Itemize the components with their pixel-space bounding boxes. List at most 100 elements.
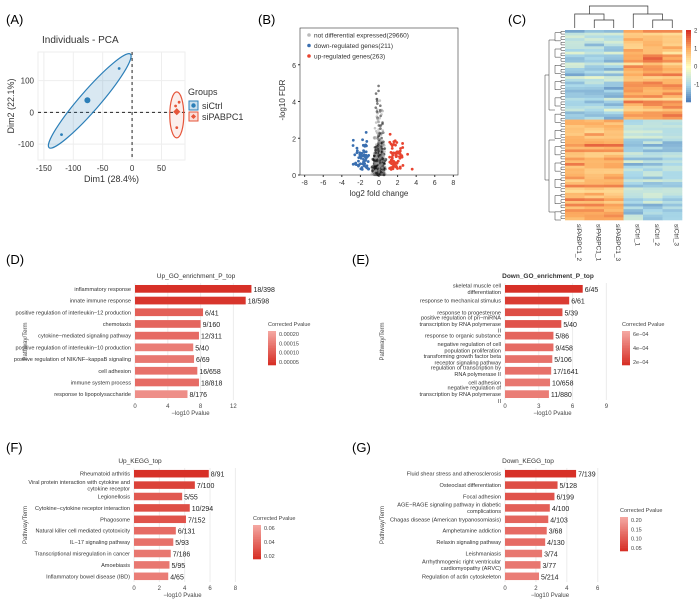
up-kegg-legend-segment <box>253 548 261 551</box>
volcano-point-ns <box>382 173 386 177</box>
heatmap-cell <box>662 119 683 123</box>
heatmap-cell <box>604 146 624 150</box>
heatmap-cell <box>643 171 663 175</box>
heatmap-cell <box>662 209 683 213</box>
heatmap-cell <box>584 38 605 42</box>
heatmap-cell <box>623 184 644 188</box>
heatmap-cell <box>623 38 644 42</box>
up-go-bar <box>135 378 199 387</box>
heatmap-cell <box>604 54 624 58</box>
heatmap-colorbar-segment <box>686 78 691 81</box>
volcano-xtick: 0 <box>377 180 381 187</box>
pca-xtick: -150 <box>36 164 53 173</box>
volcano-point-ns <box>371 157 374 161</box>
down-kegg-bar-label: 5/214 <box>541 574 559 581</box>
heatmap-cell <box>604 144 624 148</box>
volcano-point-down <box>361 138 364 142</box>
heatmap-cell <box>584 84 605 88</box>
heatmap-cell <box>604 35 624 39</box>
heatmap-cell <box>584 65 605 69</box>
heatmap-cell <box>565 173 585 177</box>
heatmap-colorbar-segment <box>686 38 691 41</box>
heatmap-cell <box>662 106 683 110</box>
volcano-point-up <box>401 164 405 167</box>
down-kegg-category-label: Arrhythmogenic right ventricular cardiomy… <box>422 560 501 573</box>
heatmap-cell <box>604 130 624 134</box>
down-go-bar <box>505 284 583 293</box>
volcano-point-ns <box>380 172 384 176</box>
heatmap-cell <box>584 30 605 34</box>
up-go-bar <box>135 296 246 305</box>
heatmap-cell <box>584 141 605 145</box>
volcano-point-ns <box>376 144 379 148</box>
down-kegg-legend-tick: 0.05 <box>631 546 642 552</box>
up-go-xtick: 4 <box>166 404 170 410</box>
down-kegg-bar <box>505 481 558 489</box>
up-kegg-xtick: 6 <box>208 586 212 592</box>
heatmap-cell <box>584 176 605 180</box>
heatmap-cell <box>565 122 585 126</box>
heatmap-cell <box>662 211 683 215</box>
up-go-title: Up_GO_enrichment_P_top <box>157 273 236 280</box>
pca-point-sipabpc1 <box>175 126 179 129</box>
heatmap-cell <box>565 97 585 101</box>
heatmap-row-dendrogram <box>544 31 565 221</box>
heatmap-cell <box>604 179 624 183</box>
heatmap-cell <box>604 154 624 158</box>
heatmap-cell <box>584 157 605 161</box>
down-go-category-label: negative regulation of cell population pr… <box>438 342 501 355</box>
heatmap-cell <box>584 165 605 169</box>
down-go-bar <box>505 320 562 328</box>
up-kegg-legend-segment <box>253 525 261 527</box>
heatmap-cell <box>662 114 683 118</box>
heatmap-column-label: siCtrl_2 <box>653 224 660 246</box>
heatmap-cell <box>623 133 644 137</box>
heatmap-colorbar-segment <box>686 30 691 33</box>
heatmap-cell <box>643 111 663 115</box>
volcano-point-up <box>390 146 394 150</box>
up-kegg-ylabel: Pathway/Term <box>23 506 29 544</box>
up-go-legend-segment <box>268 339 276 342</box>
up-kegg-xtick: 4 <box>183 586 187 592</box>
volcano-point-down <box>359 154 363 157</box>
up-kegg-legend-segment <box>253 552 261 555</box>
heatmap-cell <box>604 168 624 172</box>
down-go-legend-segment <box>622 344 630 347</box>
down-go-category-label: regulation of transcription by RNA polyme… <box>431 365 502 378</box>
down-go-bar-label: 17/1641 <box>553 369 578 376</box>
pca-ytick: -100 <box>18 140 35 149</box>
volcano-plot: -8 -6 -4 -2 0 2 4 6 8 0 2 4 6 log2 fold change -log10 … <box>278 27 459 198</box>
heatmap-cell <box>623 214 644 218</box>
down-go-bar <box>505 308 563 317</box>
volcano-point-up <box>388 155 392 159</box>
heatmap-colorbar-segment <box>686 84 691 87</box>
down-kegg-legend-segment <box>620 517 628 519</box>
heatmap-cell <box>565 125 585 129</box>
heatmap-cell <box>584 43 605 47</box>
heatmap-cell <box>565 160 585 164</box>
heatmap-cell <box>623 46 644 50</box>
heatmap-cell <box>604 187 624 191</box>
volcano-point-down <box>365 140 369 143</box>
heatmap-cell <box>623 76 644 80</box>
down-kegg-xtick: 4 <box>565 586 569 592</box>
heatmap-cell <box>643 149 663 153</box>
heatmap-cell <box>584 92 605 96</box>
up-kegg-category-label: Natural killer cell mediated cytotoxicit… <box>35 529 130 535</box>
heatmap-cell <box>584 70 605 74</box>
heatmap-cell <box>565 30 585 34</box>
up-kegg-bar <box>134 481 195 489</box>
down-go-category-label: response to progesterone <box>437 310 501 316</box>
heatmap-cell <box>662 184 683 188</box>
up-go-xtick: 0 <box>133 404 137 410</box>
heatmap-cell <box>565 209 585 213</box>
heatmap-cell <box>623 59 644 63</box>
down-go-bar <box>505 355 553 363</box>
up-kegg-category-label: Rheumatoid arthritis <box>80 472 130 478</box>
up-go-legend-segment <box>268 342 276 345</box>
up-kegg-bar-label: 7/152 <box>188 517 206 524</box>
up-go-bar-chart: 0 4 8 12 Up_GO_enrichment_P_top 18/398 inflamm… <box>14 273 311 417</box>
down-go-bar-label: 11/880 <box>551 392 572 399</box>
heatmap-cell <box>662 95 683 99</box>
heatmap-cell <box>623 198 644 202</box>
